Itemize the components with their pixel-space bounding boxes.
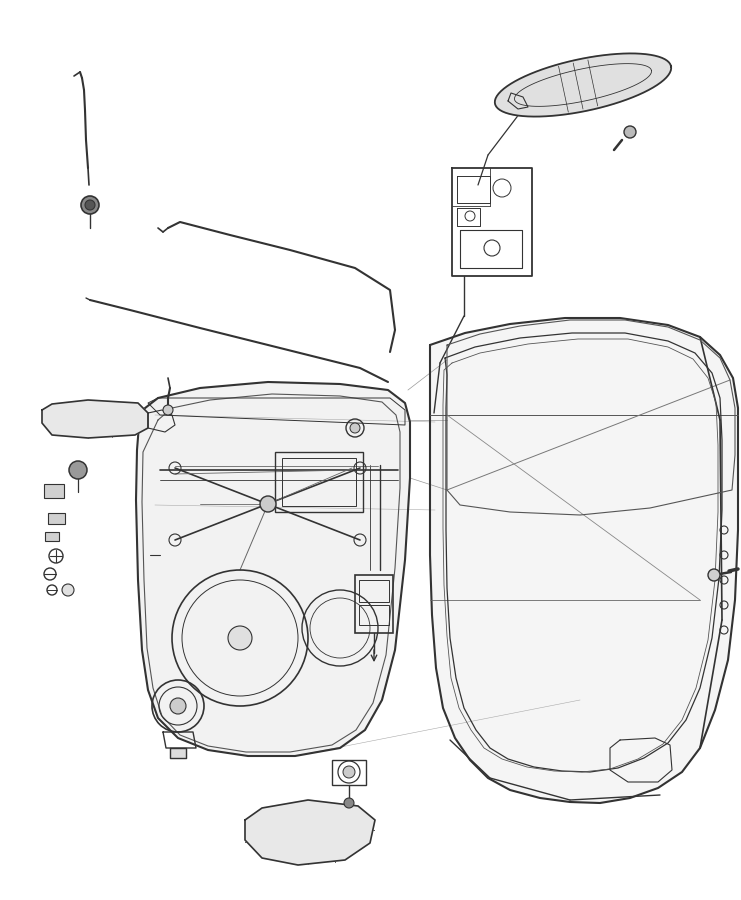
Circle shape [624, 126, 636, 138]
Circle shape [350, 423, 360, 433]
Polygon shape [430, 318, 738, 803]
Bar [359, 605, 389, 625]
Circle shape [163, 405, 173, 415]
Circle shape [344, 798, 354, 808]
Bar [275, 452, 363, 512]
Bar [355, 575, 393, 633]
Bar [282, 458, 356, 506]
Circle shape [228, 626, 252, 650]
Polygon shape [136, 382, 410, 756]
Polygon shape [42, 400, 148, 438]
Circle shape [62, 584, 74, 596]
Bar [44, 484, 64, 498]
Circle shape [81, 196, 99, 214]
Bar [332, 760, 366, 785]
Bar [48, 513, 65, 524]
Circle shape [343, 766, 355, 778]
Bar [359, 580, 389, 602]
Bar [45, 532, 59, 541]
Polygon shape [245, 800, 375, 865]
Circle shape [260, 496, 276, 512]
Circle shape [708, 569, 720, 581]
Circle shape [170, 698, 186, 714]
Circle shape [85, 200, 95, 210]
Circle shape [69, 461, 87, 479]
Polygon shape [170, 748, 186, 758]
Polygon shape [495, 53, 671, 117]
